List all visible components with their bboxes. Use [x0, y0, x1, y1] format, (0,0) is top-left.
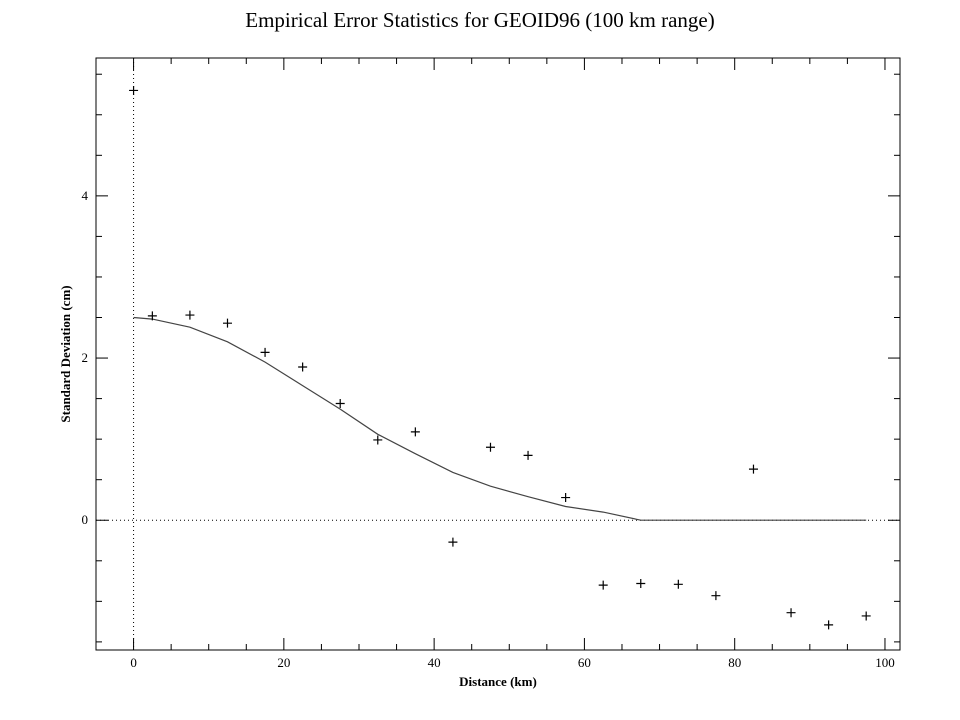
y-tick-label: 0: [82, 512, 89, 527]
chart-title: Empirical Error Statistics for GEOID96 (…: [245, 8, 715, 32]
data-point: [410, 427, 420, 437]
data-point: [523, 450, 533, 460]
data-point: [673, 579, 683, 589]
data-point: [448, 537, 458, 547]
data-point: [485, 442, 495, 452]
data-point: [185, 310, 195, 320]
data-point: [861, 611, 871, 621]
data-point: [260, 347, 270, 357]
data-point: [748, 464, 758, 474]
data-point: [129, 85, 139, 95]
x-tick-label: 40: [428, 655, 441, 670]
data-point: [335, 398, 345, 408]
y-axis-label: Standard Deviation (cm): [58, 285, 73, 422]
data-point: [824, 620, 834, 630]
data-point: [711, 591, 721, 601]
x-tick-label: 20: [277, 655, 290, 670]
data-point: [147, 311, 157, 321]
data-point: [561, 493, 571, 503]
data-point: [786, 608, 796, 618]
x-tick-label: 100: [875, 655, 895, 670]
fitted-curve: [133, 316, 867, 521]
y-tick-label: 2: [82, 350, 89, 365]
y-tick-label: 4: [82, 188, 89, 203]
data-point: [373, 435, 383, 445]
x-tick-label: 0: [130, 655, 137, 670]
x-tick-label: 80: [728, 655, 741, 670]
data-point: [598, 580, 608, 590]
plot-frame: [95, 57, 901, 651]
data-point: [636, 579, 646, 589]
data-point: [222, 318, 232, 328]
data-point: [298, 362, 308, 372]
x-tick-label: 60: [578, 655, 591, 670]
x-axis-label: Distance (km): [459, 674, 537, 689]
